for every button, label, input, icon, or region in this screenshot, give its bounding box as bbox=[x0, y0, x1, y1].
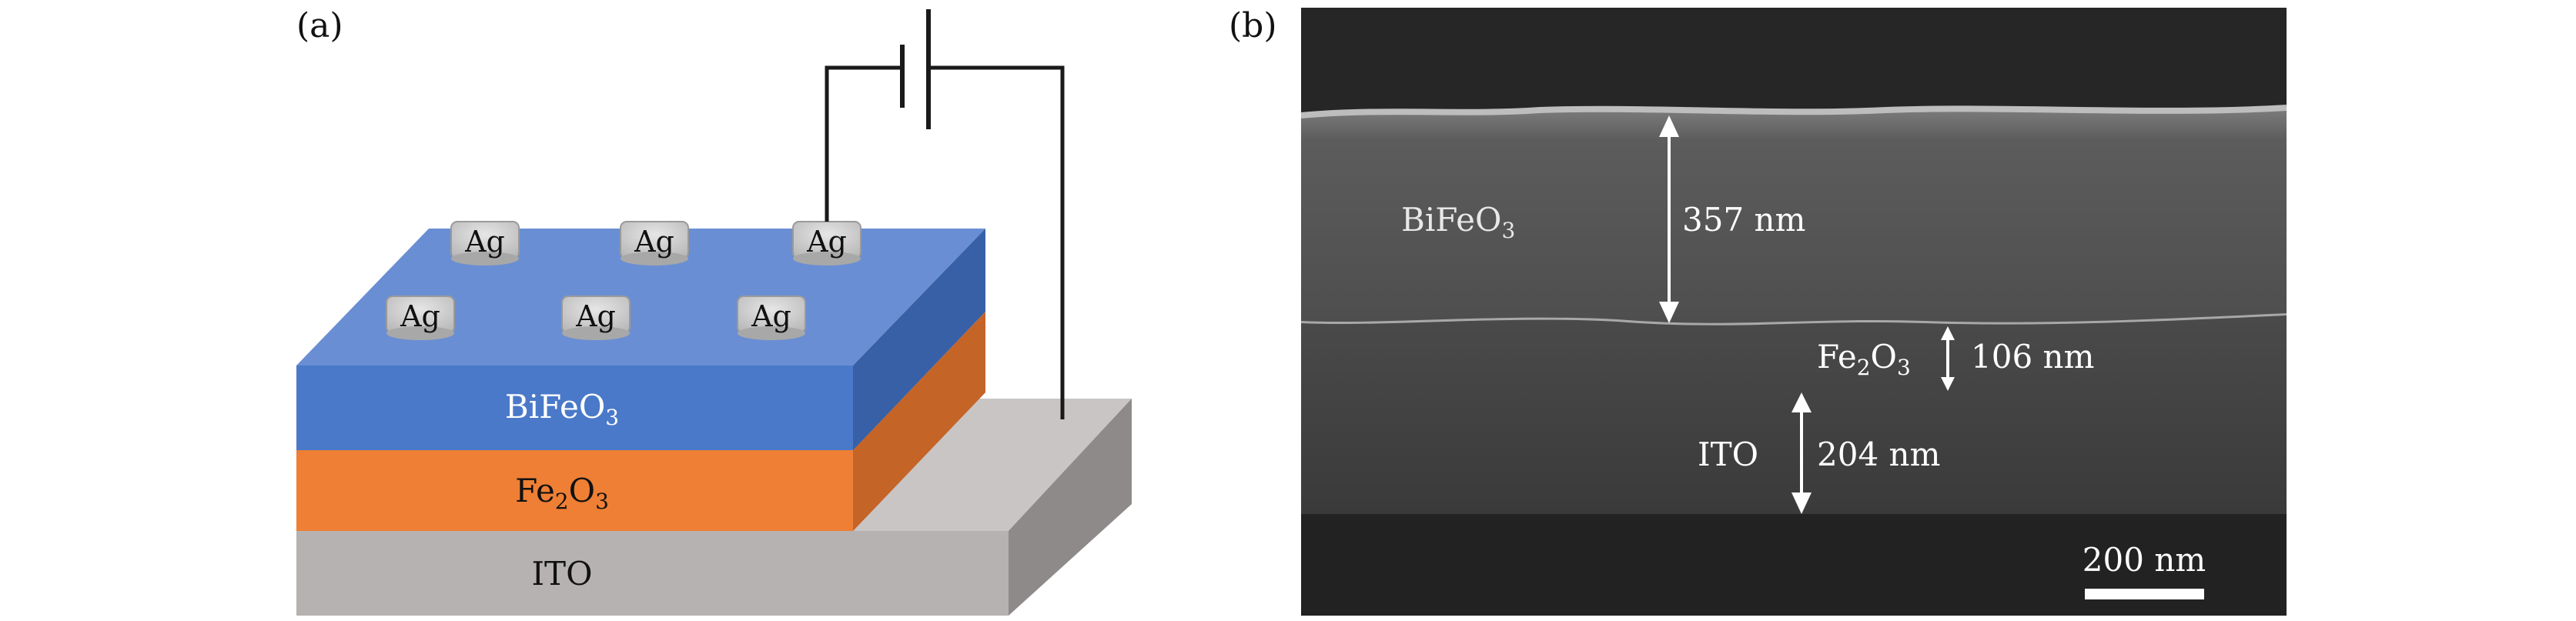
fe2o3-thickness-label: 106 nm bbox=[1971, 338, 2094, 376]
ag-electrode: Ag bbox=[561, 295, 631, 340]
svg-text:Ag: Ag bbox=[634, 225, 674, 259]
panel-a-label: (a) bbox=[296, 6, 343, 45]
fe2o3-thickness-arrow bbox=[1941, 326, 1955, 391]
fe2o3-side-face bbox=[853, 312, 985, 531]
ag-electrode: Ag bbox=[737, 295, 806, 340]
ito-thickness-arrow bbox=[1791, 392, 1812, 514]
fe2o3-label-b: Fe2O3 bbox=[1817, 338, 1911, 380]
sem-image bbox=[1300, 8, 2287, 616]
fe2o3-front-face bbox=[296, 450, 853, 531]
panel-b: (b) BiFeO3 357 nm Fe2O3 bbox=[1229, 6, 2287, 616]
ag-electrode: Ag bbox=[386, 295, 455, 340]
svg-text:Ag: Ag bbox=[806, 225, 847, 259]
bifeo3-thickness-label: 357 nm bbox=[1682, 201, 1805, 239]
panel-b-label: (b) bbox=[1229, 6, 1277, 45]
svg-text:Ag: Ag bbox=[751, 299, 791, 333]
scale-bar bbox=[2085, 589, 2204, 599]
svg-text:Ag: Ag bbox=[575, 299, 616, 333]
bifeo3-label-a: BiFeO3 bbox=[505, 388, 619, 430]
circuit-wire bbox=[825, 65, 1065, 419]
bifeo3-thickness-arrow bbox=[1659, 115, 1679, 323]
bifeo3-label-b: BiFeO3 bbox=[1401, 201, 1515, 243]
ito-thickness-label: 204 nm bbox=[1817, 436, 1940, 473]
battery-icon bbox=[900, 9, 931, 129]
ag-electrode: Ag bbox=[450, 221, 520, 265]
bifeo3-side-face bbox=[853, 229, 985, 450]
panel-a: (a) BiFeO3 Fe2O3 ITO Ag Ag A bbox=[296, 6, 1132, 616]
ito-front-face bbox=[296, 531, 1009, 616]
ito-label-a: ITO bbox=[531, 555, 592, 593]
ag-electrode: Ag bbox=[792, 221, 861, 265]
fe2o3-label-a: Fe2O3 bbox=[515, 472, 609, 514]
ito-top-face-right bbox=[847, 399, 1132, 531]
ito-label-b: ITO bbox=[1698, 436, 1758, 473]
svg-text:Ag: Ag bbox=[400, 299, 440, 333]
svg-text:Ag: Ag bbox=[464, 225, 505, 259]
bifeo3-front-face bbox=[296, 366, 853, 450]
ag-electrode: Ag bbox=[620, 221, 689, 265]
scale-bar-label: 200 nm bbox=[2083, 541, 2206, 579]
